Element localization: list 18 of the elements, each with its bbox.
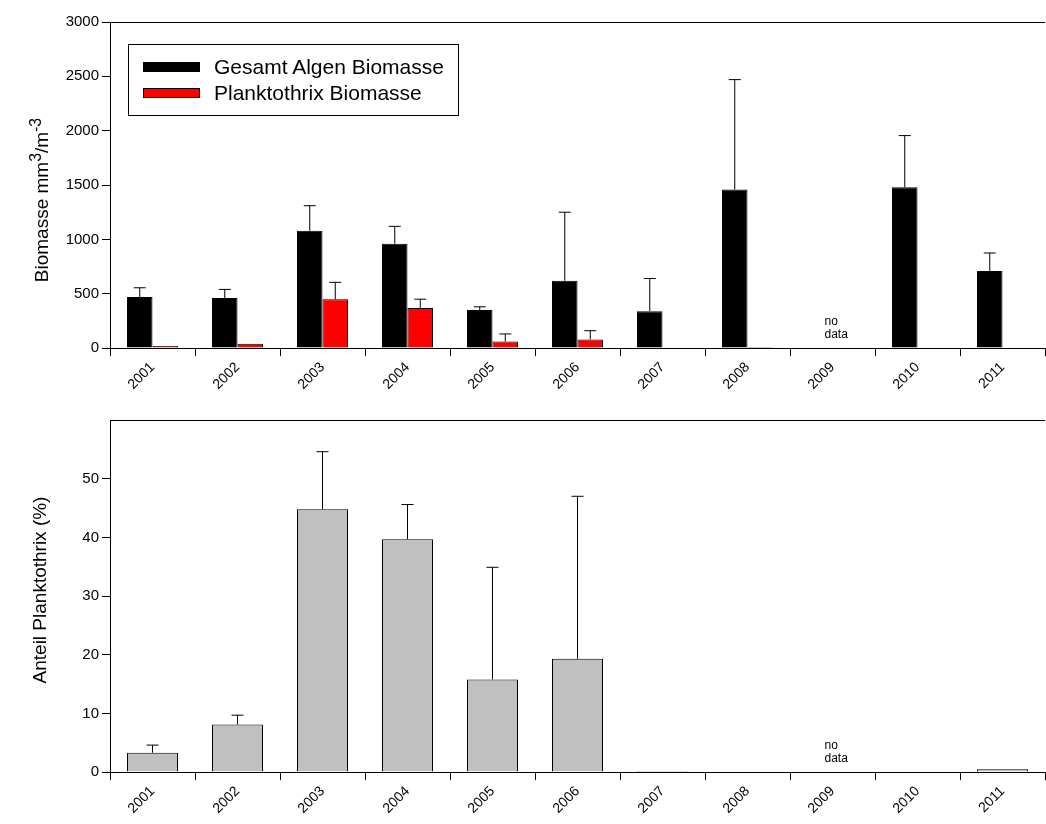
y-tick-label: 500 bbox=[73, 283, 99, 301]
y-tick-label: 1500 bbox=[65, 175, 99, 193]
y-tick-label: 2000 bbox=[65, 120, 99, 138]
y-tick-label: 30 bbox=[82, 586, 99, 604]
y-tick-label: 3000 bbox=[65, 12, 99, 30]
legend-label: Gesamt Algen Biomasse bbox=[214, 55, 444, 79]
y-axis-title: Anteil Planktothrix (%) bbox=[29, 496, 51, 684]
annotation: no data bbox=[824, 737, 849, 765]
y-tick-label: 2500 bbox=[65, 66, 99, 84]
y-tick-label: 10 bbox=[82, 703, 99, 721]
y-tick-label: 50 bbox=[82, 468, 99, 486]
annotation: no data bbox=[824, 313, 849, 341]
y-tick-label: 20 bbox=[82, 644, 99, 662]
y-tick-label: 0 bbox=[90, 762, 99, 780]
y-tick-label: 0 bbox=[90, 338, 99, 356]
y-tick-label: 40 bbox=[82, 527, 99, 545]
legend-label: Planktothrix Biomasse bbox=[214, 81, 422, 105]
y-tick-label: 1000 bbox=[65, 229, 99, 247]
